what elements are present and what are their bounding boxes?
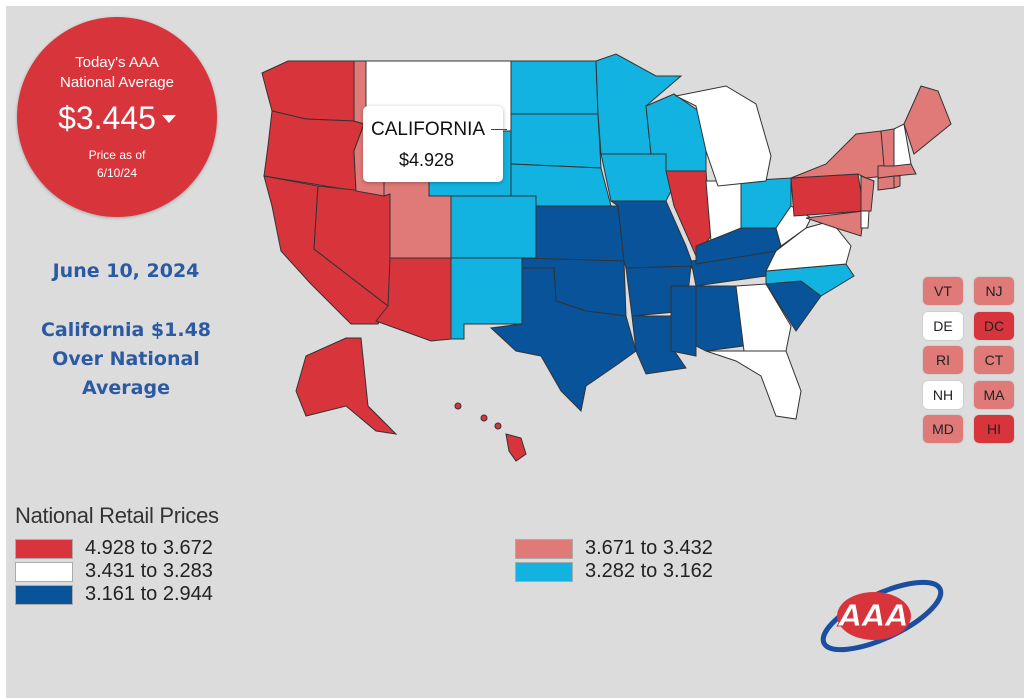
svg-text:AAA: AAA — [837, 599, 909, 634]
chip-vt[interactable]: VT — [923, 277, 963, 305]
note-line2: Over National — [52, 348, 200, 370]
note-line3: Average — [82, 377, 170, 399]
state-tx[interactable] — [489, 267, 637, 413]
state-de[interactable] — [860, 210, 870, 229]
national-average-badge: Today's AAA National Average $3.445 Pric… — [17, 17, 217, 217]
price-as-of-label: Price as of — [88, 148, 146, 162]
state-hi-island-3 — [494, 422, 502, 430]
legend-swatch — [15, 562, 73, 582]
aaa-logo: AAA — [820, 579, 944, 653]
chip-hi[interactable]: HI — [974, 415, 1014, 443]
chip-de[interactable]: DE — [923, 311, 963, 340]
state-al[interactable] — [695, 285, 745, 352]
note-date: June 10, 2024 — [52, 260, 200, 282]
badge-line1: Today's AAA — [75, 54, 159, 71]
badge-line2: National Average — [60, 74, 174, 91]
state-fl[interactable] — [705, 350, 802, 420]
state-nh[interactable] — [893, 123, 912, 167]
note-line1: California $1.48 — [40, 319, 212, 341]
national-average-price: $3.445 — [58, 100, 156, 136]
state-ms[interactable] — [670, 285, 697, 357]
legend-title: National Retail Prices — [15, 503, 219, 528]
legend-label: 4.928 to 3.672 — [85, 537, 213, 559]
legend-label: 3.431 to 3.283 — [85, 560, 213, 582]
state-me[interactable] — [903, 85, 952, 155]
legend-swatch — [15, 539, 73, 559]
state-mi[interactable] — [674, 85, 772, 187]
state-ak[interactable] — [295, 337, 398, 435]
state-md[interactable] — [805, 210, 865, 237]
price-date: 6/10/24 — [96, 166, 138, 180]
chip-ma[interactable]: MA — [974, 380, 1014, 409]
state-tooltip: CALIFORNIA $4.928 — [363, 106, 507, 182]
state-ga[interactable] — [735, 283, 792, 352]
tooltip-state-price: $4.928 — [399, 150, 455, 170]
legend-label: 3.161 to 2.944 — [85, 583, 213, 605]
legend-label: 3.671 to 3.432 — [585, 537, 713, 559]
chip-nh[interactable]: NH — [923, 380, 963, 409]
legend-swatch — [515, 562, 573, 582]
tooltip-connector — [491, 129, 507, 130]
chip-nj[interactable]: NJ — [974, 277, 1014, 305]
state-hi[interactable] — [505, 433, 527, 462]
legend-swatch — [15, 585, 73, 605]
state-wv[interactable] — [775, 205, 812, 247]
state-nj[interactable] — [860, 175, 875, 212]
caret-down-icon — [161, 114, 176, 123]
legend-label: 3.282 to 3.162 — [585, 560, 713, 582]
chip-ri[interactable]: RI — [923, 346, 963, 374]
legend-swatch — [515, 539, 573, 559]
map-canvas: Today's AAA National Average $3.445 Pric… — [6, 6, 1024, 698]
state-hi-island-2 — [480, 414, 488, 422]
chip-md[interactable]: MD — [923, 415, 963, 443]
tooltip-state-name: CALIFORNIA — [371, 119, 486, 140]
chip-ct[interactable]: CT — [974, 346, 1014, 374]
chip-dc[interactable]: DC — [974, 311, 1014, 340]
state-hi-island — [454, 402, 462, 410]
